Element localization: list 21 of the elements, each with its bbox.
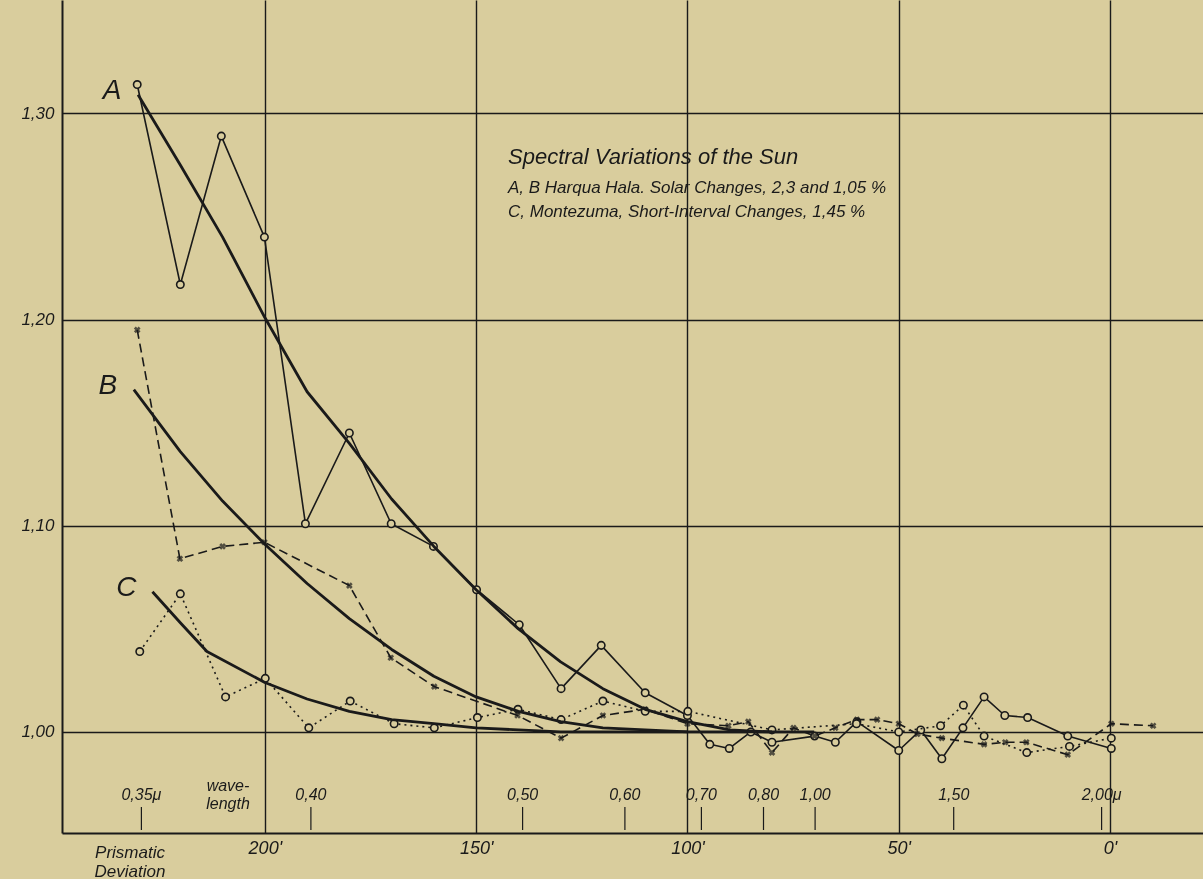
annotation: 0,60 <box>609 786 641 803</box>
y-tick-label: 1,00 <box>21 722 56 742</box>
annotation: 1,00 <box>799 786 831 803</box>
annotation: 0,50 <box>507 786 539 803</box>
x-tick-label: 150' <box>459 837 494 858</box>
series-label: C <box>116 570 138 602</box>
y-tick-label: 1,30 <box>21 103 56 123</box>
annotation: 0,35μ <box>121 786 162 803</box>
series-label: B <box>98 368 118 400</box>
x-tick-label: 50' <box>887 837 912 858</box>
x-axis-title: Prismatic Deviation <box>94 843 166 879</box>
annotation: 0,40 <box>295 786 327 803</box>
x-tick-label: 100' <box>671 837 706 858</box>
x-tick-label: 200' <box>247 837 283 858</box>
annotation: wave- length <box>206 777 250 812</box>
annotation: 0,80 <box>747 786 780 803</box>
annotation: 1,50 <box>938 786 970 803</box>
x-tick-label: 0' <box>1103 837 1118 858</box>
y-tick-label: 1,20 <box>21 310 56 330</box>
y-tick-label: 1,10 <box>21 516 56 536</box>
series-label: A <box>100 73 122 105</box>
